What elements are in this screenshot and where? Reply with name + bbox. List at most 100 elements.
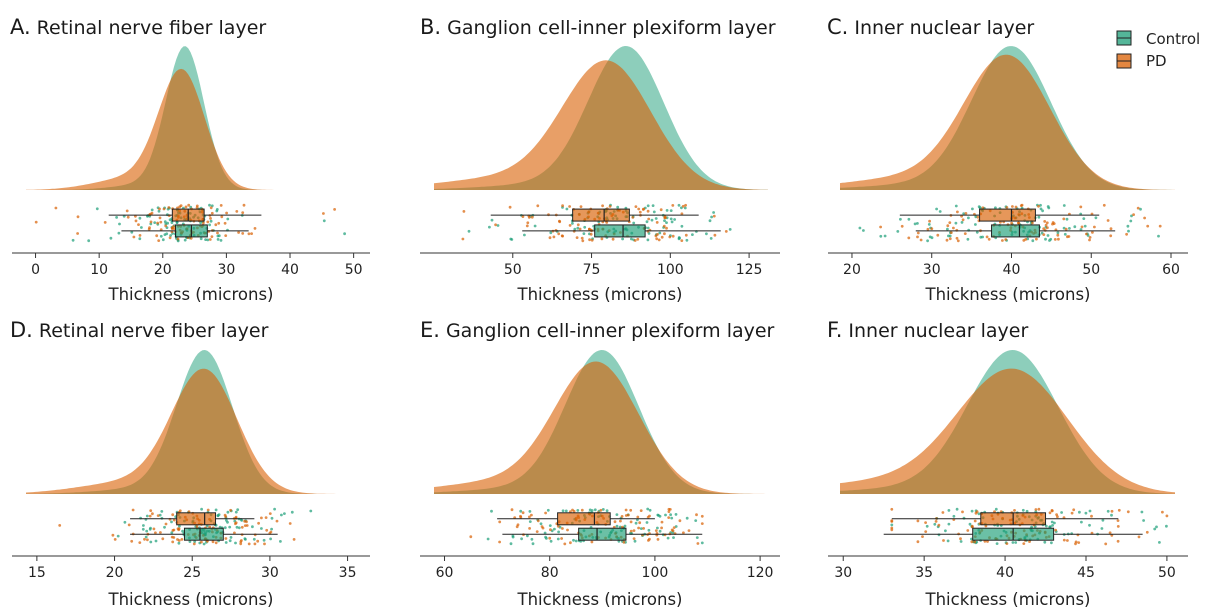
data-point <box>525 224 529 228</box>
data-point <box>234 510 238 514</box>
data-point <box>1011 205 1014 208</box>
x-tick-label: 30 <box>261 565 279 581</box>
data-point <box>1143 216 1146 220</box>
boxplot-control-f <box>891 512 1119 526</box>
data-point <box>600 237 604 241</box>
data-point <box>241 211 245 215</box>
data-point <box>260 527 263 530</box>
data-point <box>167 206 171 209</box>
panel-f-title-text: Inner nuclear layer <box>848 320 1028 342</box>
data-point <box>624 508 628 512</box>
data-point <box>247 542 251 546</box>
data-point <box>589 232 593 236</box>
data-point <box>705 232 708 236</box>
data-point <box>1080 225 1084 229</box>
density-pd-e <box>434 361 768 494</box>
data-point <box>961 510 964 514</box>
data-point <box>130 539 134 543</box>
data-point <box>175 220 179 224</box>
data-point <box>170 531 174 535</box>
data-point <box>619 519 622 523</box>
data-point <box>103 221 107 224</box>
data-point <box>1139 207 1142 211</box>
data-point <box>632 529 636 532</box>
data-point <box>927 223 931 226</box>
data-point <box>208 238 212 241</box>
data-point <box>498 540 501 544</box>
data-point <box>1043 540 1047 544</box>
data-point <box>273 507 276 511</box>
data-point <box>557 530 560 534</box>
data-point <box>171 540 175 544</box>
data-point <box>985 235 989 239</box>
data-point <box>1025 509 1029 513</box>
data-point <box>947 234 950 238</box>
data-point <box>639 527 643 530</box>
data-point <box>1005 206 1009 209</box>
data-point <box>576 226 580 230</box>
data-point <box>161 537 165 541</box>
data-point <box>573 227 577 231</box>
x-tick-label: 30 <box>834 565 852 581</box>
data-point <box>322 219 326 223</box>
data-point <box>959 540 963 543</box>
panel-b-title: B. Ganglion cell-inner plexiform layer <box>420 15 776 39</box>
data-point <box>1046 226 1049 230</box>
data-point <box>159 531 162 534</box>
data-point <box>561 527 564 530</box>
data-point <box>288 522 292 525</box>
data-point <box>637 207 641 211</box>
data-point <box>177 541 181 545</box>
data-point <box>140 226 143 229</box>
data-point <box>1136 206 1140 210</box>
x-tick-label: 50 <box>1158 565 1176 581</box>
data-point <box>890 523 894 527</box>
data-point <box>1014 205 1018 209</box>
data-point <box>936 233 940 237</box>
data-point <box>724 230 728 233</box>
data-point <box>172 518 176 522</box>
data-point <box>665 209 669 212</box>
data-point <box>890 526 894 530</box>
data-point <box>961 218 965 222</box>
data-point <box>1125 232 1128 236</box>
data-point <box>176 237 180 241</box>
data-point <box>959 537 962 541</box>
data-point <box>1034 508 1038 511</box>
data-point <box>257 521 260 525</box>
data-point <box>660 235 664 239</box>
data-point <box>926 227 930 231</box>
data-point <box>954 204 958 208</box>
data-point <box>899 217 902 221</box>
legend-item-control: Control <box>1116 30 1200 48</box>
data-point <box>1088 509 1092 513</box>
data-point <box>210 235 214 239</box>
density-pd-f <box>840 368 1175 494</box>
data-point <box>536 204 540 208</box>
data-point <box>164 522 168 526</box>
data-point <box>1080 520 1083 524</box>
data-point <box>1043 220 1047 223</box>
data-point <box>1078 510 1081 514</box>
data-point <box>647 528 651 532</box>
data-point <box>556 524 560 528</box>
data-point <box>674 513 678 516</box>
data-point <box>624 514 628 517</box>
data-point <box>916 231 920 235</box>
data-point <box>708 219 712 223</box>
data-point <box>926 239 929 243</box>
data-point <box>956 210 959 214</box>
data-point <box>76 232 79 235</box>
data-point <box>1037 507 1041 511</box>
data-point <box>964 212 968 215</box>
data-point <box>149 509 153 512</box>
data-point <box>633 239 637 242</box>
data-point <box>695 513 698 517</box>
data-point <box>1088 523 1091 527</box>
data-point <box>34 220 38 224</box>
data-point <box>579 205 583 209</box>
data-point <box>977 512 981 516</box>
data-point <box>629 520 633 524</box>
panel-c: 20 30 40 50 60 <box>828 46 1188 278</box>
panel-a-title-text: Retinal nerve fiber layer <box>37 17 267 39</box>
